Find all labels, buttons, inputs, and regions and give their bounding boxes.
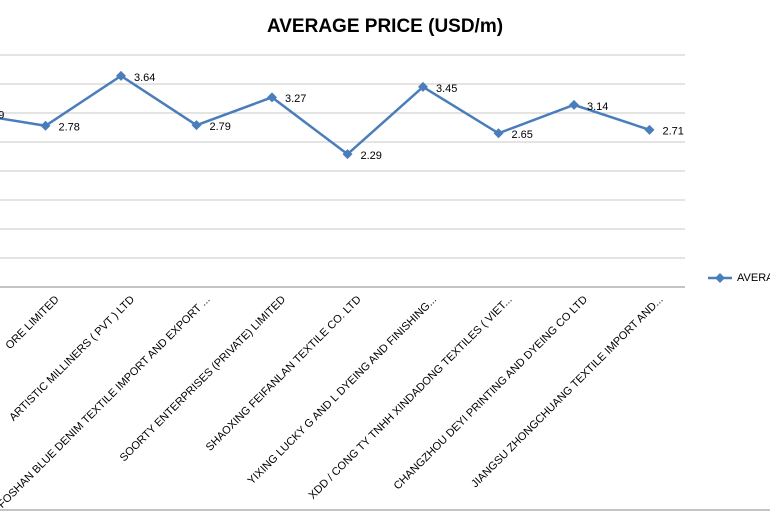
data-label: 2.99 [0, 109, 4, 121]
marker [191, 120, 202, 131]
chart-title: AVERAGE PRICE (USD/m) [267, 16, 503, 37]
marker [418, 81, 428, 92]
data-label: 2.79 [210, 121, 231, 133]
marker [569, 99, 579, 110]
data-label: 3.27 [285, 93, 306, 105]
data-label: 3.45 [436, 83, 457, 95]
x-tick-label: ARTISTIC MILLINERS ( PVT ) LTD [7, 294, 137, 424]
x-tick-label: SHAOXING FEIFANLAN TEXTILE CO. LTD [204, 294, 364, 454]
data-label: 2.65 [512, 129, 533, 141]
x-tick-label: SOORTY ENTERPRISES (PRIVATE) LIMITED [118, 294, 288, 464]
data-label: 3.14 [587, 101, 608, 113]
marker [644, 124, 655, 135]
marker [493, 128, 504, 139]
legend-marker [715, 273, 725, 283]
data-label: 2.71 [663, 126, 684, 138]
data-label: 3.64 [134, 72, 155, 84]
data-label: 2.29 [361, 150, 382, 162]
data-label: 2.78 [59, 122, 80, 134]
legend-label: AVERA [737, 272, 770, 284]
marker [342, 149, 353, 160]
marker [116, 70, 126, 81]
marker [267, 92, 277, 103]
line [0, 74, 650, 156]
x-tick-label: ORE LIMITED [3, 294, 61, 352]
marker [40, 120, 51, 131]
